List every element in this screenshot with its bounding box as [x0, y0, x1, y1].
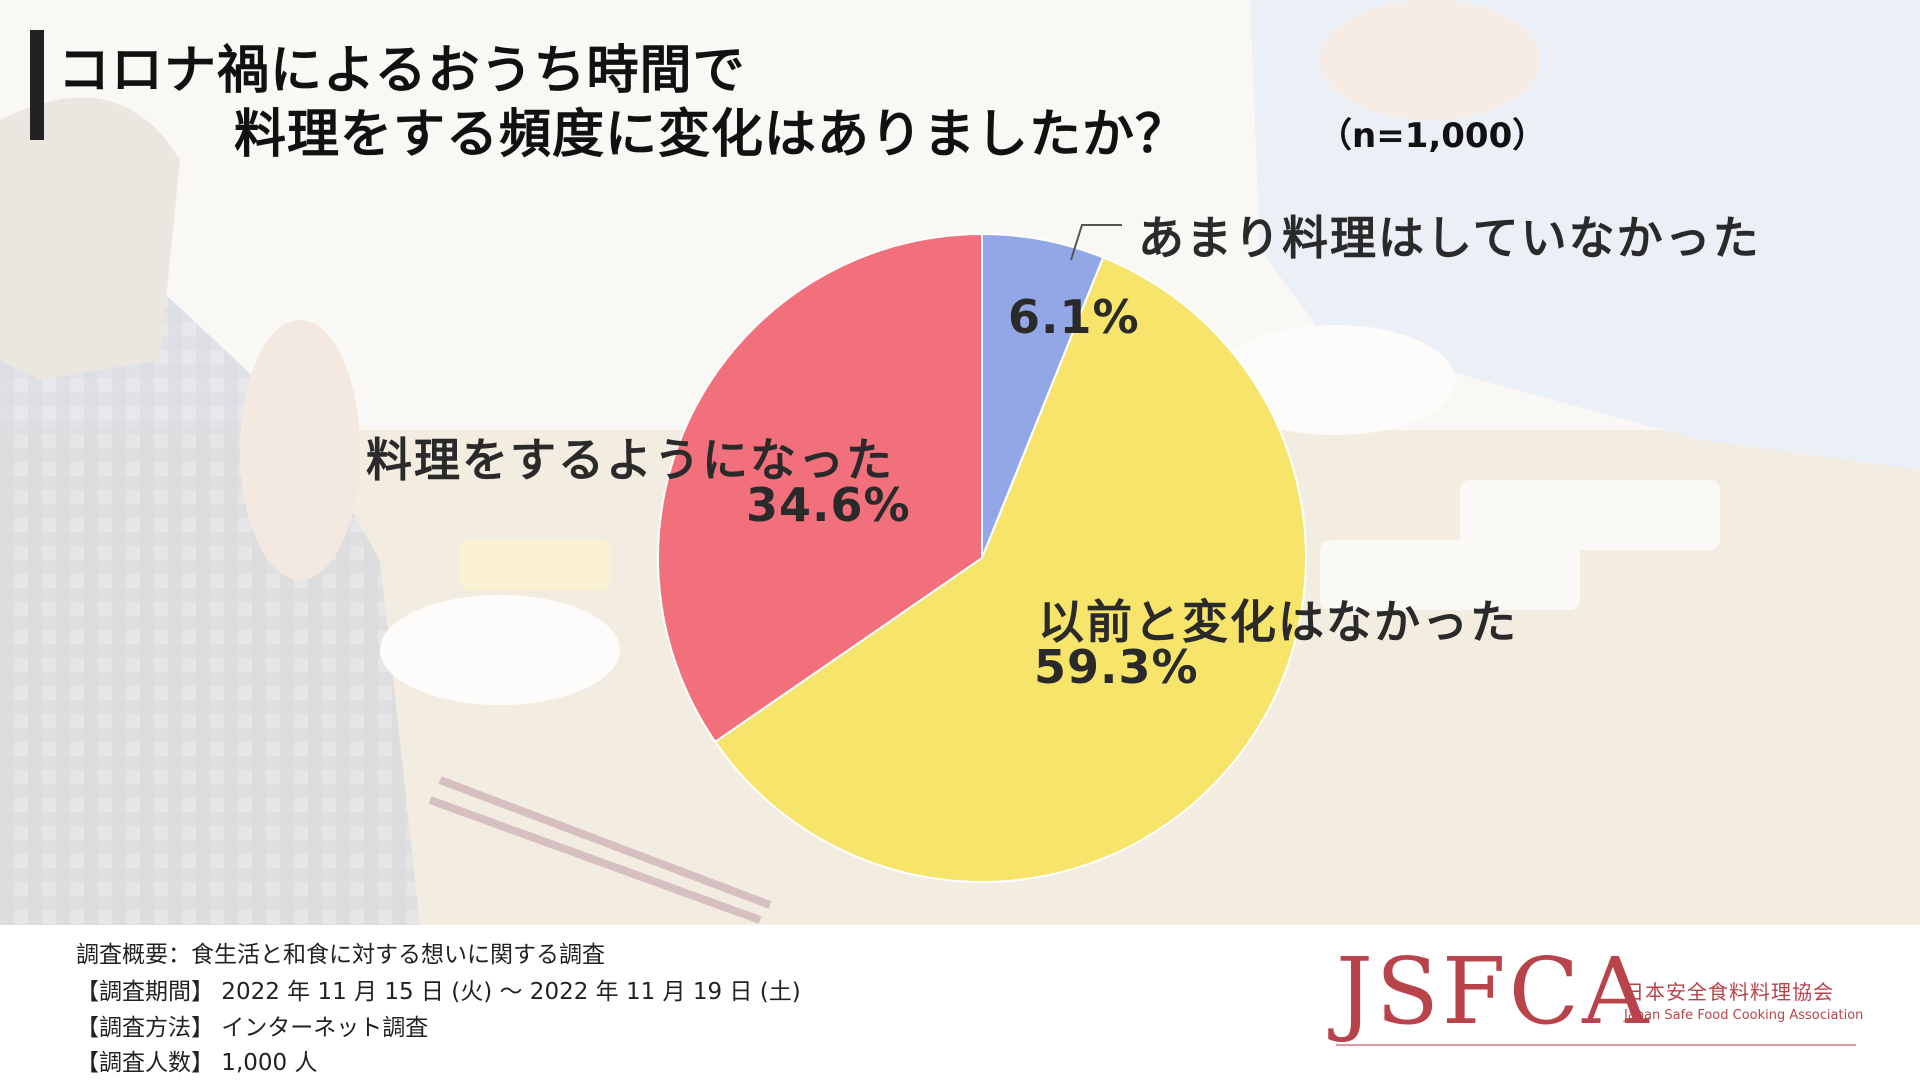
survey-period: 【調査期間】 2022 年 11 月 15 日 (火) ～ 2022 年 11 … — [76, 979, 801, 1005]
slice-label-started-cooking: 料理をするようになった — [366, 433, 894, 487]
title-accent-bar — [30, 30, 44, 140]
chart-title-line2: 料理をする頻度に変化はありましたか？ — [234, 105, 1189, 165]
logo-english-name: Japan Safe Food Cooking Association — [1624, 1008, 1864, 1023]
sample-size: （n=1,000） — [1318, 116, 1547, 156]
slice-label-no-change: 以前と変化はなかった — [1038, 595, 1518, 649]
pie-chart — [657, 224, 1307, 884]
survey-respondents: 【調査人数】 1,000 人 — [76, 1050, 318, 1076]
leader-line — [1070, 224, 1122, 261]
jsfca-logo: JSFCA — [1336, 938, 1652, 1045]
footer — [0, 925, 1920, 1080]
slice-started-cooking — [657, 232, 983, 744]
chart-title-line1: コロナ禍によるおうち時間で — [58, 41, 746, 101]
slice-label-not-cooking: あまり料理はしていなかった — [1138, 211, 1761, 265]
slice-value-no-change: 59.3% — [1034, 640, 1199, 694]
logo-underline — [1336, 1044, 1856, 1046]
survey-summary: 調査概要：食生活と和食に対する想いに関する調査 — [76, 942, 605, 968]
slice-value-started-cooking: 34.6% — [746, 478, 911, 532]
slice-no-change — [713, 256, 1307, 884]
survey-method: 【調査方法】 インターネット調査 — [76, 1015, 429, 1041]
logo-japanese-name: 日本安全食料料理協会 — [1624, 980, 1834, 1004]
slice-not-cooking — [981, 232, 1105, 559]
slice-value-not-cooking: 6.1% — [1008, 290, 1140, 344]
